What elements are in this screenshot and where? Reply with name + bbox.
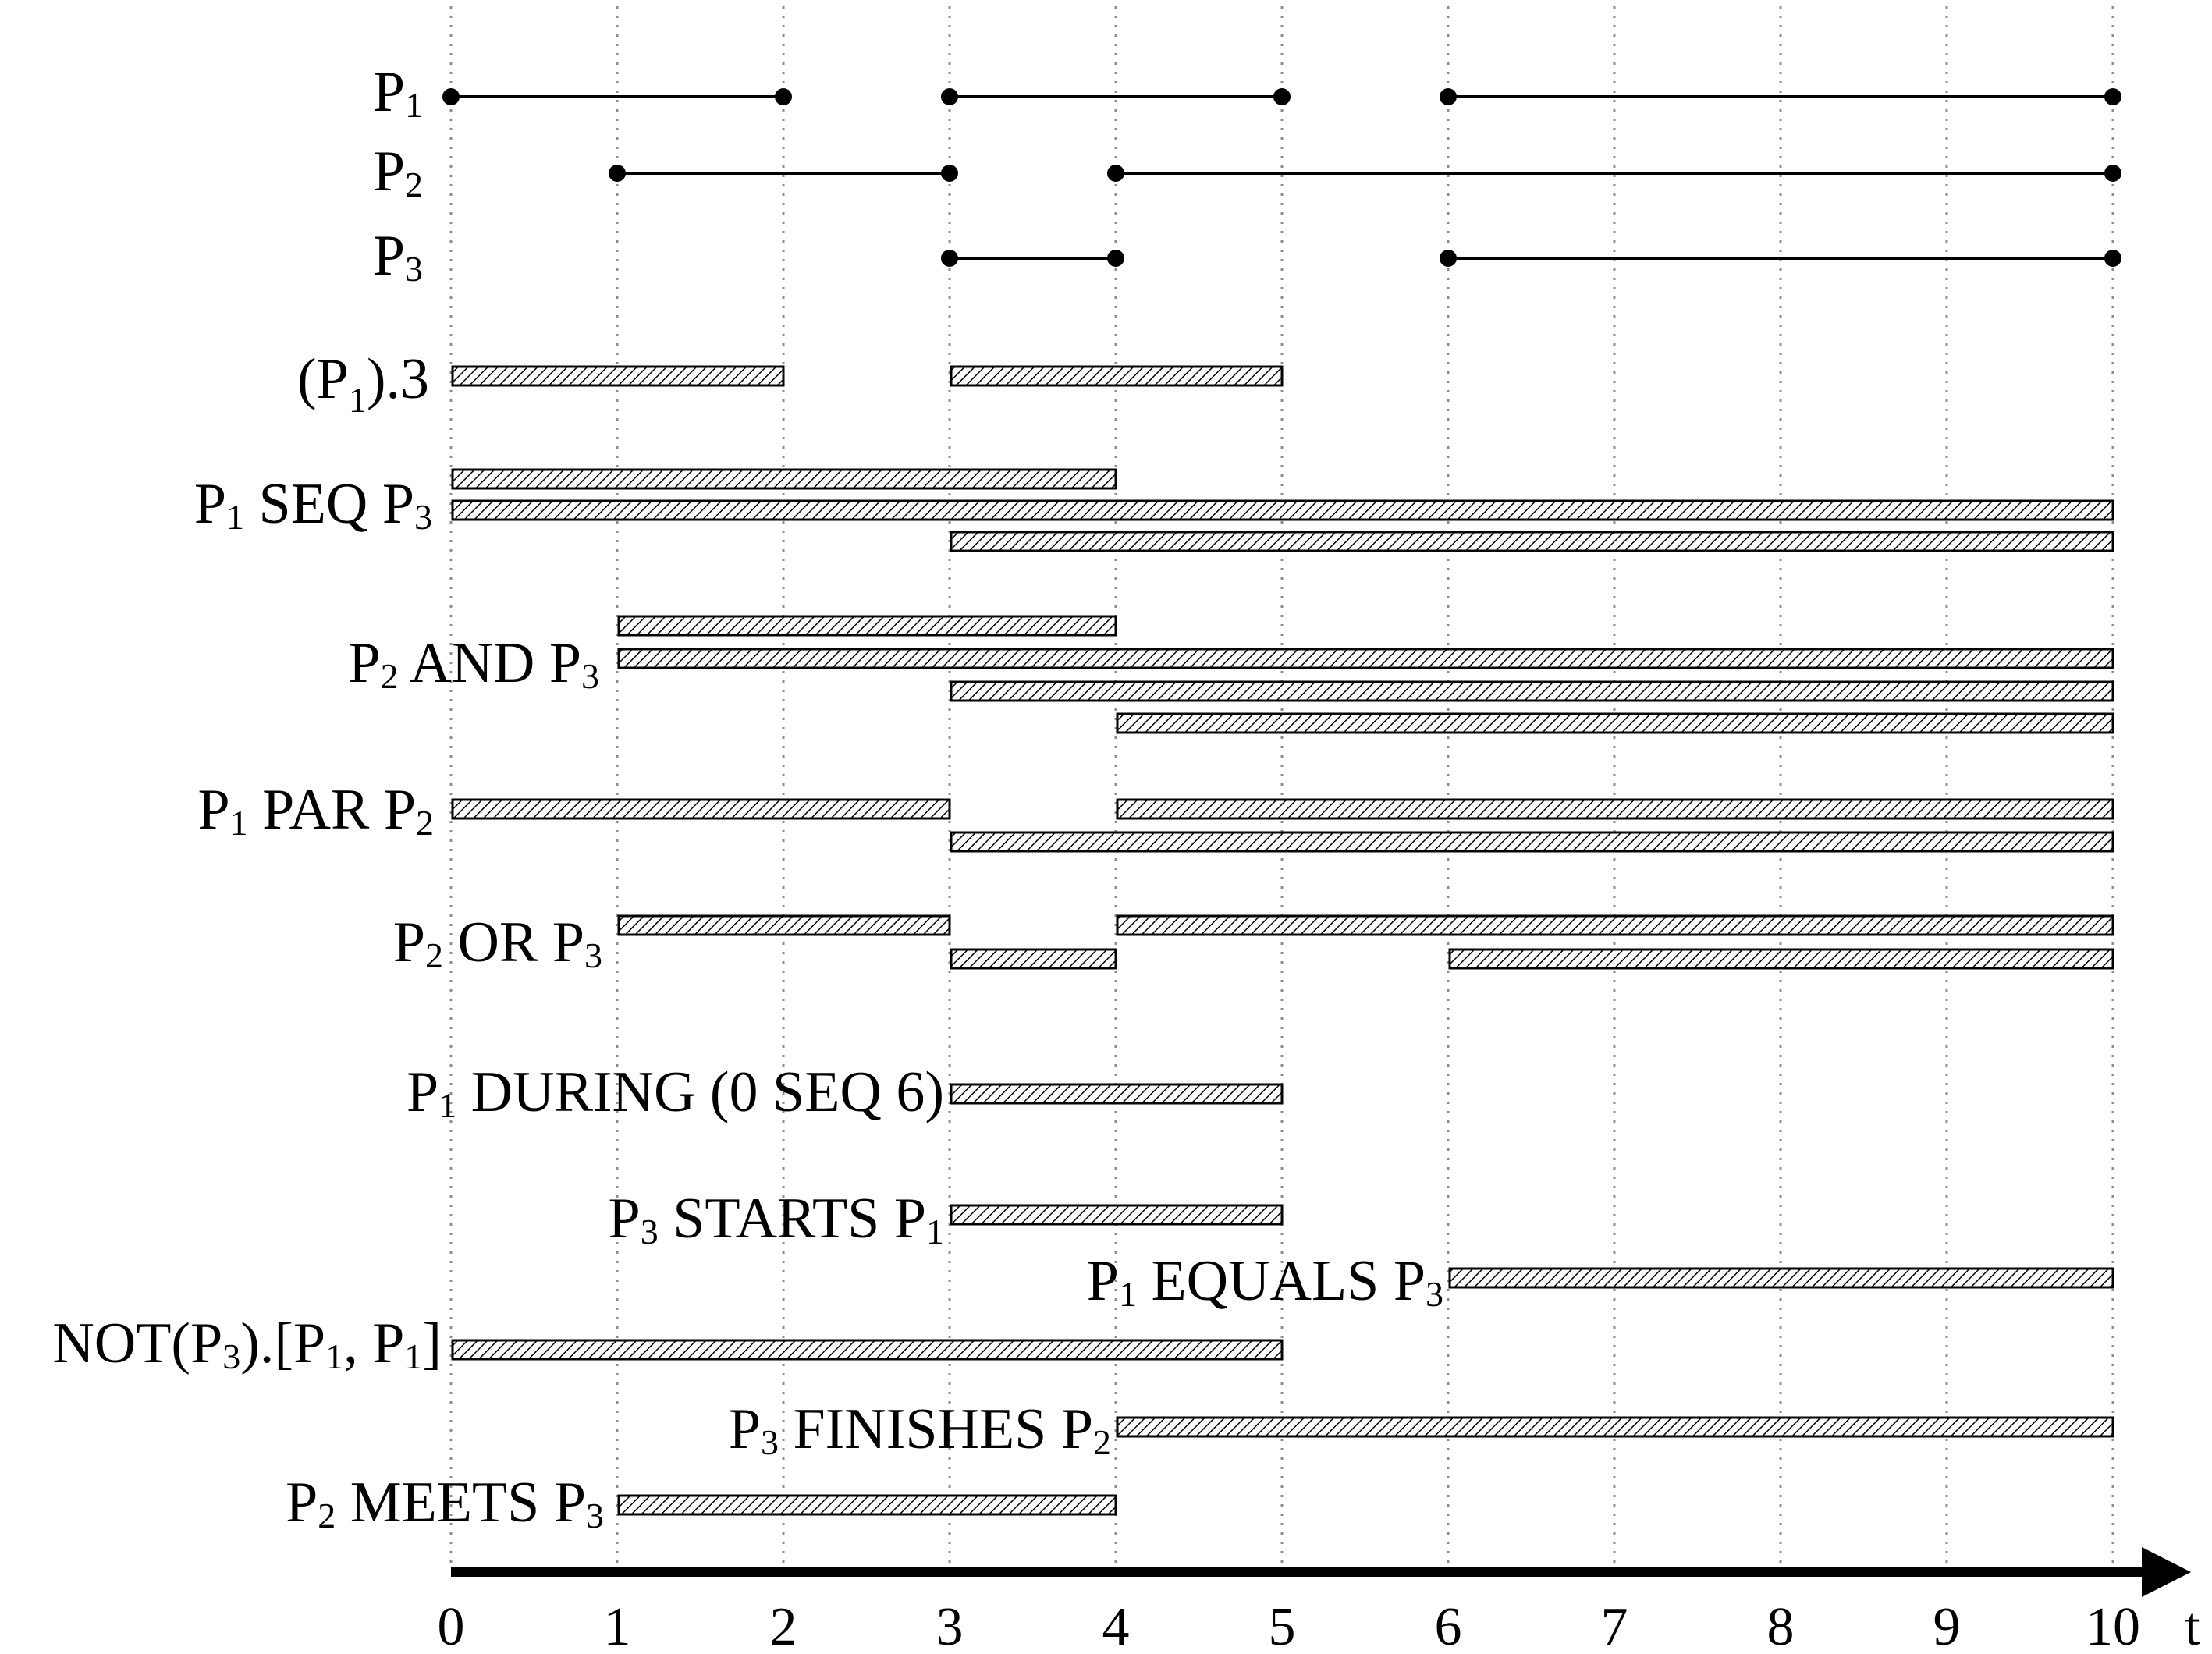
axis-title: t: [2185, 1597, 2200, 1654]
p1-end-dot: [775, 88, 792, 105]
row-label-p1-seq-p3: P1 SEQ P3: [194, 472, 432, 537]
tick-label-t8: 8: [1767, 1597, 1795, 1654]
row-label-p1-during: P1 DURING (0 SEQ 6): [407, 1060, 944, 1125]
p2-meets-p3-bar-1: [617, 1494, 1117, 1516]
p2-and-p3-bar-3: [950, 680, 2114, 702]
primitive-intervals: [442, 88, 2121, 267]
p2-start-dot: [1107, 165, 1124, 182]
p1-par-p2-bar-2: [1116, 798, 2114, 820]
time-axis-arrowhead: [2142, 1547, 2191, 1597]
p3-interval-1: [941, 250, 1124, 267]
tick-label-t7: 7: [1601, 1597, 1628, 1654]
p1-repeat-3-bar-2: [950, 365, 1284, 387]
row-label-p1-equals-p3: P1 EQUALS P3: [1087, 1249, 1443, 1314]
row-label-p2: P2: [373, 140, 423, 204]
tick-label-t9: 9: [1933, 1597, 1961, 1654]
p3-start-dot: [941, 250, 958, 267]
p1-start-dot: [442, 88, 460, 105]
composite-interval-bars: [451, 365, 2114, 1516]
p1-end-dot: [2104, 88, 2121, 105]
tick-label-t5: 5: [1269, 1597, 1296, 1654]
time-gridlines: [449, 6, 2114, 1567]
p2-or-p3-bar-1: [617, 914, 951, 936]
tick-label-t0: 0: [438, 1597, 465, 1654]
row-label-p1-par-p2: P1 PAR P2: [198, 778, 434, 843]
p3-starts-p1-bar-1: [950, 1204, 1284, 1226]
row-label-p3-starts-p1: P3 STARTS P1: [609, 1187, 944, 1251]
row-label-p2-and-p3: P2 AND P3: [348, 631, 599, 696]
tick-label-t3: 3: [936, 1597, 964, 1654]
p1-end-dot: [1273, 88, 1291, 105]
p1-start-dot: [941, 88, 958, 105]
p3-finishes-p2-bar-1: [1116, 1416, 2114, 1438]
p2-or-p3-bar-2: [1116, 914, 2114, 936]
p2-and-p3-bar-4: [1116, 712, 2114, 734]
tick-label-t1: 1: [604, 1597, 631, 1654]
p3-end-dot: [1107, 250, 1124, 267]
p2-end-dot: [941, 165, 958, 182]
tick-label-t10: 10: [2086, 1597, 2140, 1654]
row-label-p2-meets-p3: P2 MEETS P3: [286, 1471, 604, 1535]
p3-end-dot: [2104, 250, 2121, 267]
p3-interval-2: [1440, 250, 2121, 267]
p1-seq-p3-bar-3: [950, 531, 2114, 552]
p1-repeat-3-bar-1: [451, 365, 785, 387]
row-label-p3-finishes-p2: P3 FINISHES P2: [729, 1397, 1111, 1462]
p1-interval-3: [1440, 88, 2121, 105]
p2-interval-1: [609, 165, 958, 182]
row-label-p2-or-p3: P2 OR P3: [393, 910, 602, 975]
time-axis: t 0 1 2 3 4 5 6 7 8 9 10: [438, 1547, 2200, 1654]
p1-start-dot: [1440, 88, 1457, 105]
p2-or-p3-bar-4: [1448, 948, 2114, 970]
row-label-p1: P1: [373, 60, 423, 125]
p2-or-p3-bar-3: [950, 948, 1117, 970]
p3-start-dot: [1440, 250, 1457, 267]
not-p3-bar-1: [451, 1339, 1284, 1361]
p2-interval-2: [1107, 165, 2121, 182]
p1-seq-p3-bar-1: [451, 468, 1117, 490]
p1-par-p2-bar-1: [451, 798, 951, 820]
tick-label-t6: 6: [1435, 1597, 1462, 1654]
p2-and-p3-bar-1: [617, 615, 1117, 637]
p1-seq-p3-bar-2: [451, 499, 2114, 521]
p2-and-p3-bar-2: [617, 648, 2114, 669]
p1-interval-2: [941, 88, 1291, 105]
tick-label-t4: 4: [1102, 1597, 1130, 1654]
p1-equals-p3-bar-1: [1448, 1267, 2114, 1289]
tick-label-t2: 2: [770, 1597, 797, 1654]
row-label-p1-repeat-3: (P1).3: [297, 347, 429, 420]
row-label-not-p3: NOT(P3).[P1, P1]: [52, 1311, 442, 1376]
axis-tick-labels: 0 1 2 3 4 5 6 7 8 9 10: [438, 1597, 2141, 1654]
p2-start-dot: [609, 165, 626, 182]
p1-par-p2-bar-3: [950, 831, 2114, 853]
p1-interval-1: [442, 88, 792, 105]
p2-end-dot: [2104, 165, 2121, 182]
row-label-p3: P3: [373, 224, 423, 289]
p1-during-bar-1: [950, 1083, 1284, 1105]
